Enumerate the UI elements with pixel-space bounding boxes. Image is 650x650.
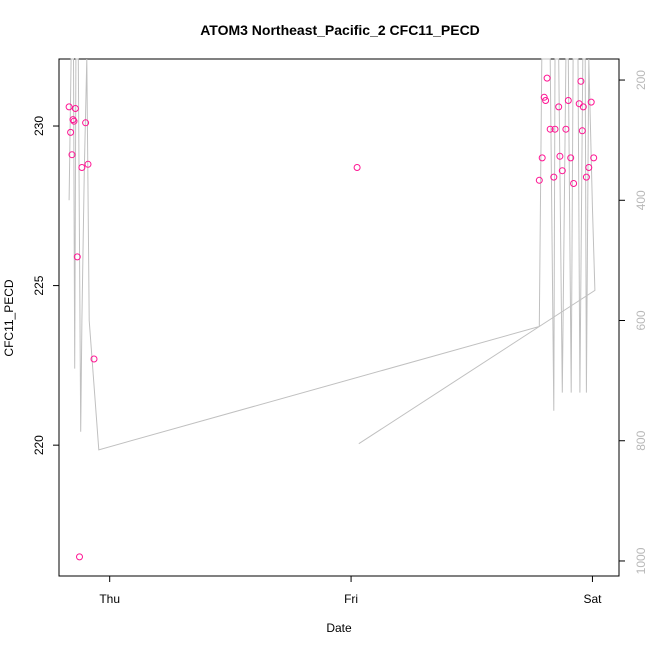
data-point [78, 164, 86, 171]
data-point [70, 117, 78, 125]
data-point [567, 154, 575, 162]
data-point [546, 125, 554, 133]
x-axis-label: Date [326, 621, 352, 635]
data-point [538, 154, 546, 162]
y-axis-right: 200 400 600 800 1000 [619, 70, 648, 574]
data-point [587, 98, 595, 106]
x-axis: Thu Fri Sat [99, 576, 602, 606]
data-point [535, 176, 543, 184]
data-point [90, 355, 98, 363]
plot-frame [58, 58, 620, 577]
data-point [82, 119, 90, 127]
data-point [570, 180, 578, 187]
data-point [582, 173, 590, 181]
data-point [542, 97, 550, 104]
data-point [558, 167, 566, 175]
data-point [579, 103, 587, 111]
data-point [67, 128, 75, 136]
x-tick-label: Thu [99, 592, 120, 606]
y-left-tick-label: 220 [32, 435, 46, 455]
data-point [65, 103, 73, 111]
data-point [551, 125, 559, 133]
x-tick-label: Fri [344, 592, 358, 606]
depth-profile-line [68, 58, 596, 451]
y-right-tick-label: 1000 [634, 547, 648, 574]
data-point [550, 173, 558, 181]
y-left-tick-label: 225 [32, 275, 46, 295]
data-point [555, 103, 563, 111]
data-point [562, 125, 570, 133]
data-point [71, 105, 79, 112]
data-point [540, 93, 548, 101]
data-point [577, 77, 585, 85]
x-tick-label: Sat [583, 592, 602, 606]
data-point [353, 164, 361, 171]
data-point [76, 553, 83, 561]
data-point [578, 127, 586, 135]
data-point [84, 160, 92, 168]
y-right-tick-label: 200 [634, 70, 648, 90]
y-right-tick-label: 400 [634, 190, 648, 210]
chart-title: ATOM3 Northeast_Pacific_2 CFC11_PECD [200, 22, 480, 38]
y-right-tick-label: 600 [634, 310, 648, 330]
data-point [68, 151, 76, 159]
depth-line-layer [68, 58, 596, 451]
points-layer [65, 74, 598, 561]
y-axis-label: CFC11_PECD [2, 279, 16, 356]
data-point [585, 164, 593, 171]
y-left-tick-label: 230 [32, 116, 46, 136]
y-right-tick-label: 800 [634, 430, 648, 450]
data-point [69, 116, 77, 124]
data-point [556, 152, 564, 160]
data-point [73, 253, 81, 261]
data-point [543, 74, 551, 82]
y-axis-left: 220 225 230 [32, 116, 59, 455]
data-point [564, 97, 572, 104]
data-point [590, 154, 598, 162]
